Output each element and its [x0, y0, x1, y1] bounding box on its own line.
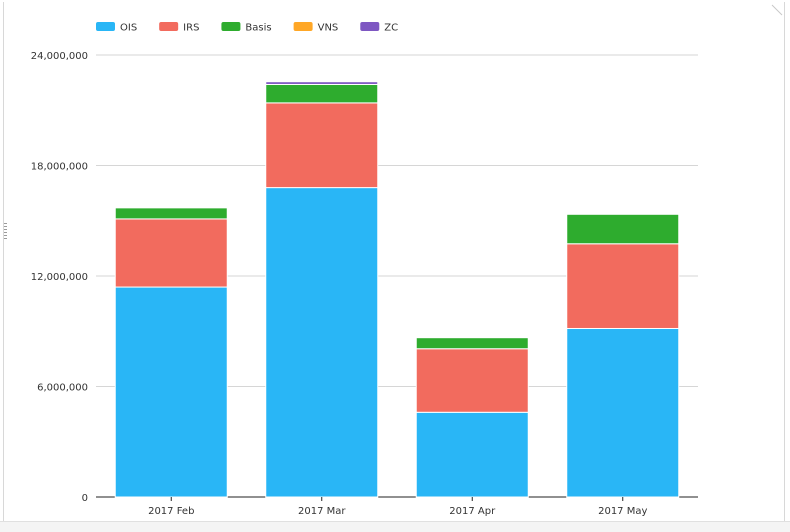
y-tick-label: 24,000,000 [31, 51, 88, 62]
bar-segment-ois[interactable] [566, 327, 680, 498]
legend-swatch-irs[interactable] [159, 22, 179, 31]
y-tick-label: 12,000,000 [31, 272, 88, 283]
bar-segment-ois[interactable] [114, 286, 228, 498]
legend-label-ois[interactable]: OIS [120, 23, 137, 34]
chart-panel: 0 6,000,000 12,000,000 18,000,000 24,000,000… [3, 2, 785, 521]
y-tick-label: 18,000,000 [31, 162, 88, 173]
legend-swatch-vns[interactable] [293, 22, 313, 31]
bar-segment-irs[interactable] [415, 348, 529, 413]
legend-swatch-basis[interactable] [221, 22, 241, 31]
stacked-bar-chart: 0 6,000,000 12,000,000 18,000,000 24,000,000… [31, 22, 698, 517]
bar-segment-basis[interactable] [265, 83, 379, 104]
bar-segment-ois[interactable] [415, 411, 529, 498]
x-tick-label: 2017 May [598, 506, 647, 517]
x-tick-label: 2017 Feb [148, 506, 194, 517]
legend-label-basis[interactable]: Basis [245, 23, 271, 34]
legend-label-irs[interactable]: IRS [183, 23, 199, 34]
y-tick-label: 6,000,000 [37, 383, 88, 394]
legend-swatch-ois[interactable] [96, 22, 115, 31]
bar-segment-irs[interactable] [566, 243, 680, 329]
y-tick-label: 0 [82, 493, 88, 504]
bar-segment-basis[interactable] [114, 207, 228, 220]
legend-swatch-zc[interactable] [360, 22, 380, 31]
status-strip [0, 521, 790, 532]
x-tick-label: 2017 Apr [449, 506, 496, 517]
bar-segment-zc[interactable] [265, 81, 379, 85]
bar-segment-basis[interactable] [415, 337, 529, 350]
bar-segment-basis[interactable] [566, 213, 680, 245]
window-corner [770, 2, 784, 16]
bar-segment-irs[interactable] [114, 218, 228, 288]
legend-label-zc[interactable]: ZC [384, 23, 398, 34]
legend-label-vns[interactable]: VNS [318, 23, 339, 34]
bar-segment-ois[interactable] [265, 187, 379, 498]
bar-segment-irs[interactable] [265, 102, 379, 189]
resize-grip[interactable] [4, 223, 7, 239]
x-tick-label: 2017 Mar [298, 506, 346, 517]
